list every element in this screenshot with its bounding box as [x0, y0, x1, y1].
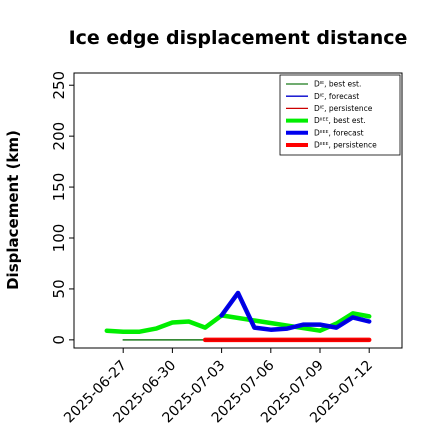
y-tick-label: 150	[50, 173, 68, 202]
y-axis-label: Displacement (km)	[4, 130, 22, 290]
series-layer	[104, 290, 372, 343]
y-tick-label: 0	[50, 335, 68, 345]
x-axis: 2025-06-272025-06-302025-07-032025-07-06…	[61, 348, 376, 426]
legend-label: Dᴵᴱ, best est.	[314, 80, 361, 89]
series-line-5	[221, 292, 370, 331]
legend-box	[279, 74, 401, 156]
y-tick-label: 50	[50, 279, 68, 298]
y-axis: 0 50 100 150 200 250	[50, 71, 74, 345]
legend-label: Dᴵᴱ, forecast	[314, 92, 359, 101]
series-line-3	[104, 311, 372, 334]
y-tick-label: 100	[50, 224, 68, 253]
legend: Dᴵᴱ, best est. Dᴵᴱ, forecast Dᴵᴱ, persiste…	[279, 74, 401, 156]
plot-frame	[73, 72, 403, 349]
legend-label: Dᴵᴵᴱᴱ, best est.	[314, 116, 366, 125]
y-tick-label: 200	[50, 122, 68, 151]
legend-label: Dᴵᴵᴱᴱ, forecast	[314, 128, 364, 137]
chart-title: Ice edge displacement distance	[69, 27, 408, 49]
legend-label: Dᴵᴵᴱᴱ, persistence	[314, 141, 377, 150]
legend-label: Dᴵᴱ, persistence	[314, 104, 373, 113]
series-line-4	[219, 290, 372, 332]
y-tick-label: 250	[50, 71, 68, 100]
